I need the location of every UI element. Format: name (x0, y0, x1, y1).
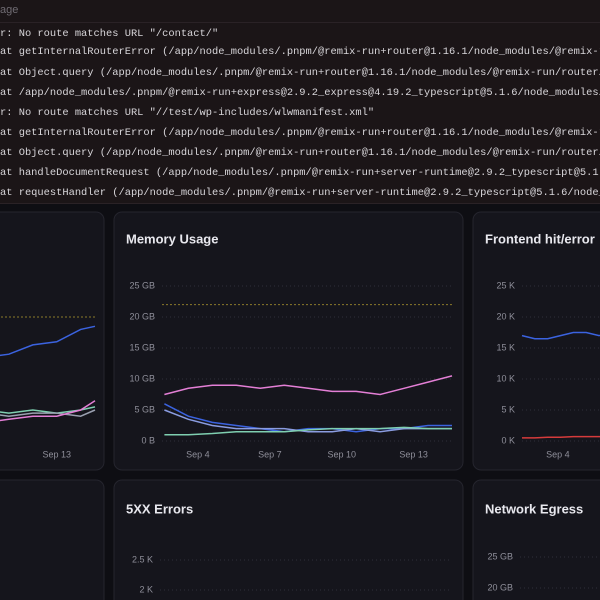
card-title: Network Egress (485, 501, 583, 516)
y-tick-label: 0 K (501, 435, 515, 445)
y-tick-label: 15 K (496, 342, 515, 352)
card (113, 211, 464, 471)
series-line (522, 435, 600, 439)
x-tick-label: Sep 4 (546, 449, 570, 459)
y-tick-label: 25 GB (129, 280, 155, 290)
x-tick-label: Sep 4 (186, 449, 210, 459)
series-line (164, 409, 452, 433)
log-line: at Object.query (/app/node_modules/.pnpm… (0, 147, 600, 159)
series-line (0, 409, 96, 417)
y-tick-label: 20 GB (487, 582, 513, 592)
log-panel: age r: No route matches URL "/contact/" a… (0, 0, 600, 204)
x-tick-label: Sep 13 (42, 449, 71, 459)
card-title: Frontend hit/error (485, 231, 595, 246)
log-header: age (0, 4, 19, 16)
y-tick-label: 25 GB (487, 551, 513, 561)
y-tick-label: 0 B (141, 435, 155, 445)
log-line: r: No route matches URL "/contact/" (0, 28, 219, 40)
card-title: Memory Usage (126, 231, 218, 246)
card (0, 211, 105, 471)
series-line (164, 375, 453, 396)
card (0, 479, 105, 600)
separator (0, 22, 600, 23)
log-line: at getInternalRouterError (/app/node_mod… (0, 127, 600, 139)
log-line: at requestHandler (/app/node_modules/.pn… (0, 187, 600, 199)
card (113, 479, 464, 600)
card (472, 479, 600, 600)
y-tick-label: 20 K (496, 311, 515, 321)
series-line (0, 325, 96, 357)
y-tick-label: 15 GB (129, 342, 155, 352)
x-tick-label: Sep 13 (399, 449, 428, 459)
log-line: at Object.query (/app/node_modules/.pnpm… (0, 67, 600, 79)
y-tick-label: 10 GB (129, 373, 155, 383)
y-tick-label: 2.5 K (132, 554, 153, 564)
log-line: at getInternalRouterError (/app/node_mod… (0, 46, 600, 58)
y-tick-label: 25 K (496, 280, 515, 290)
series-line (521, 331, 600, 340)
y-tick-label: 10 K (496, 373, 515, 383)
series-line (0, 400, 96, 422)
y-tick-label: 5 K (501, 404, 515, 414)
card (472, 211, 600, 471)
log-line: at handleDocumentRequest (/app/node_modu… (0, 167, 600, 179)
y-tick-label: 2 K (139, 584, 153, 594)
x-tick-label: Sep 10 (327, 449, 356, 459)
x-tick-label: Sep 7 (258, 449, 282, 459)
log-line: at /app/node_modules/.pnpm/@remix-run+ex… (0, 87, 600, 99)
y-tick-label: 20 GB (129, 311, 155, 321)
y-tick-label: 5 GB (134, 404, 155, 414)
log-line: r: No route matches URL "//test/wp-inclu… (0, 107, 375, 119)
series-line (164, 426, 452, 436)
card-title: 5XX Errors (126, 501, 193, 516)
